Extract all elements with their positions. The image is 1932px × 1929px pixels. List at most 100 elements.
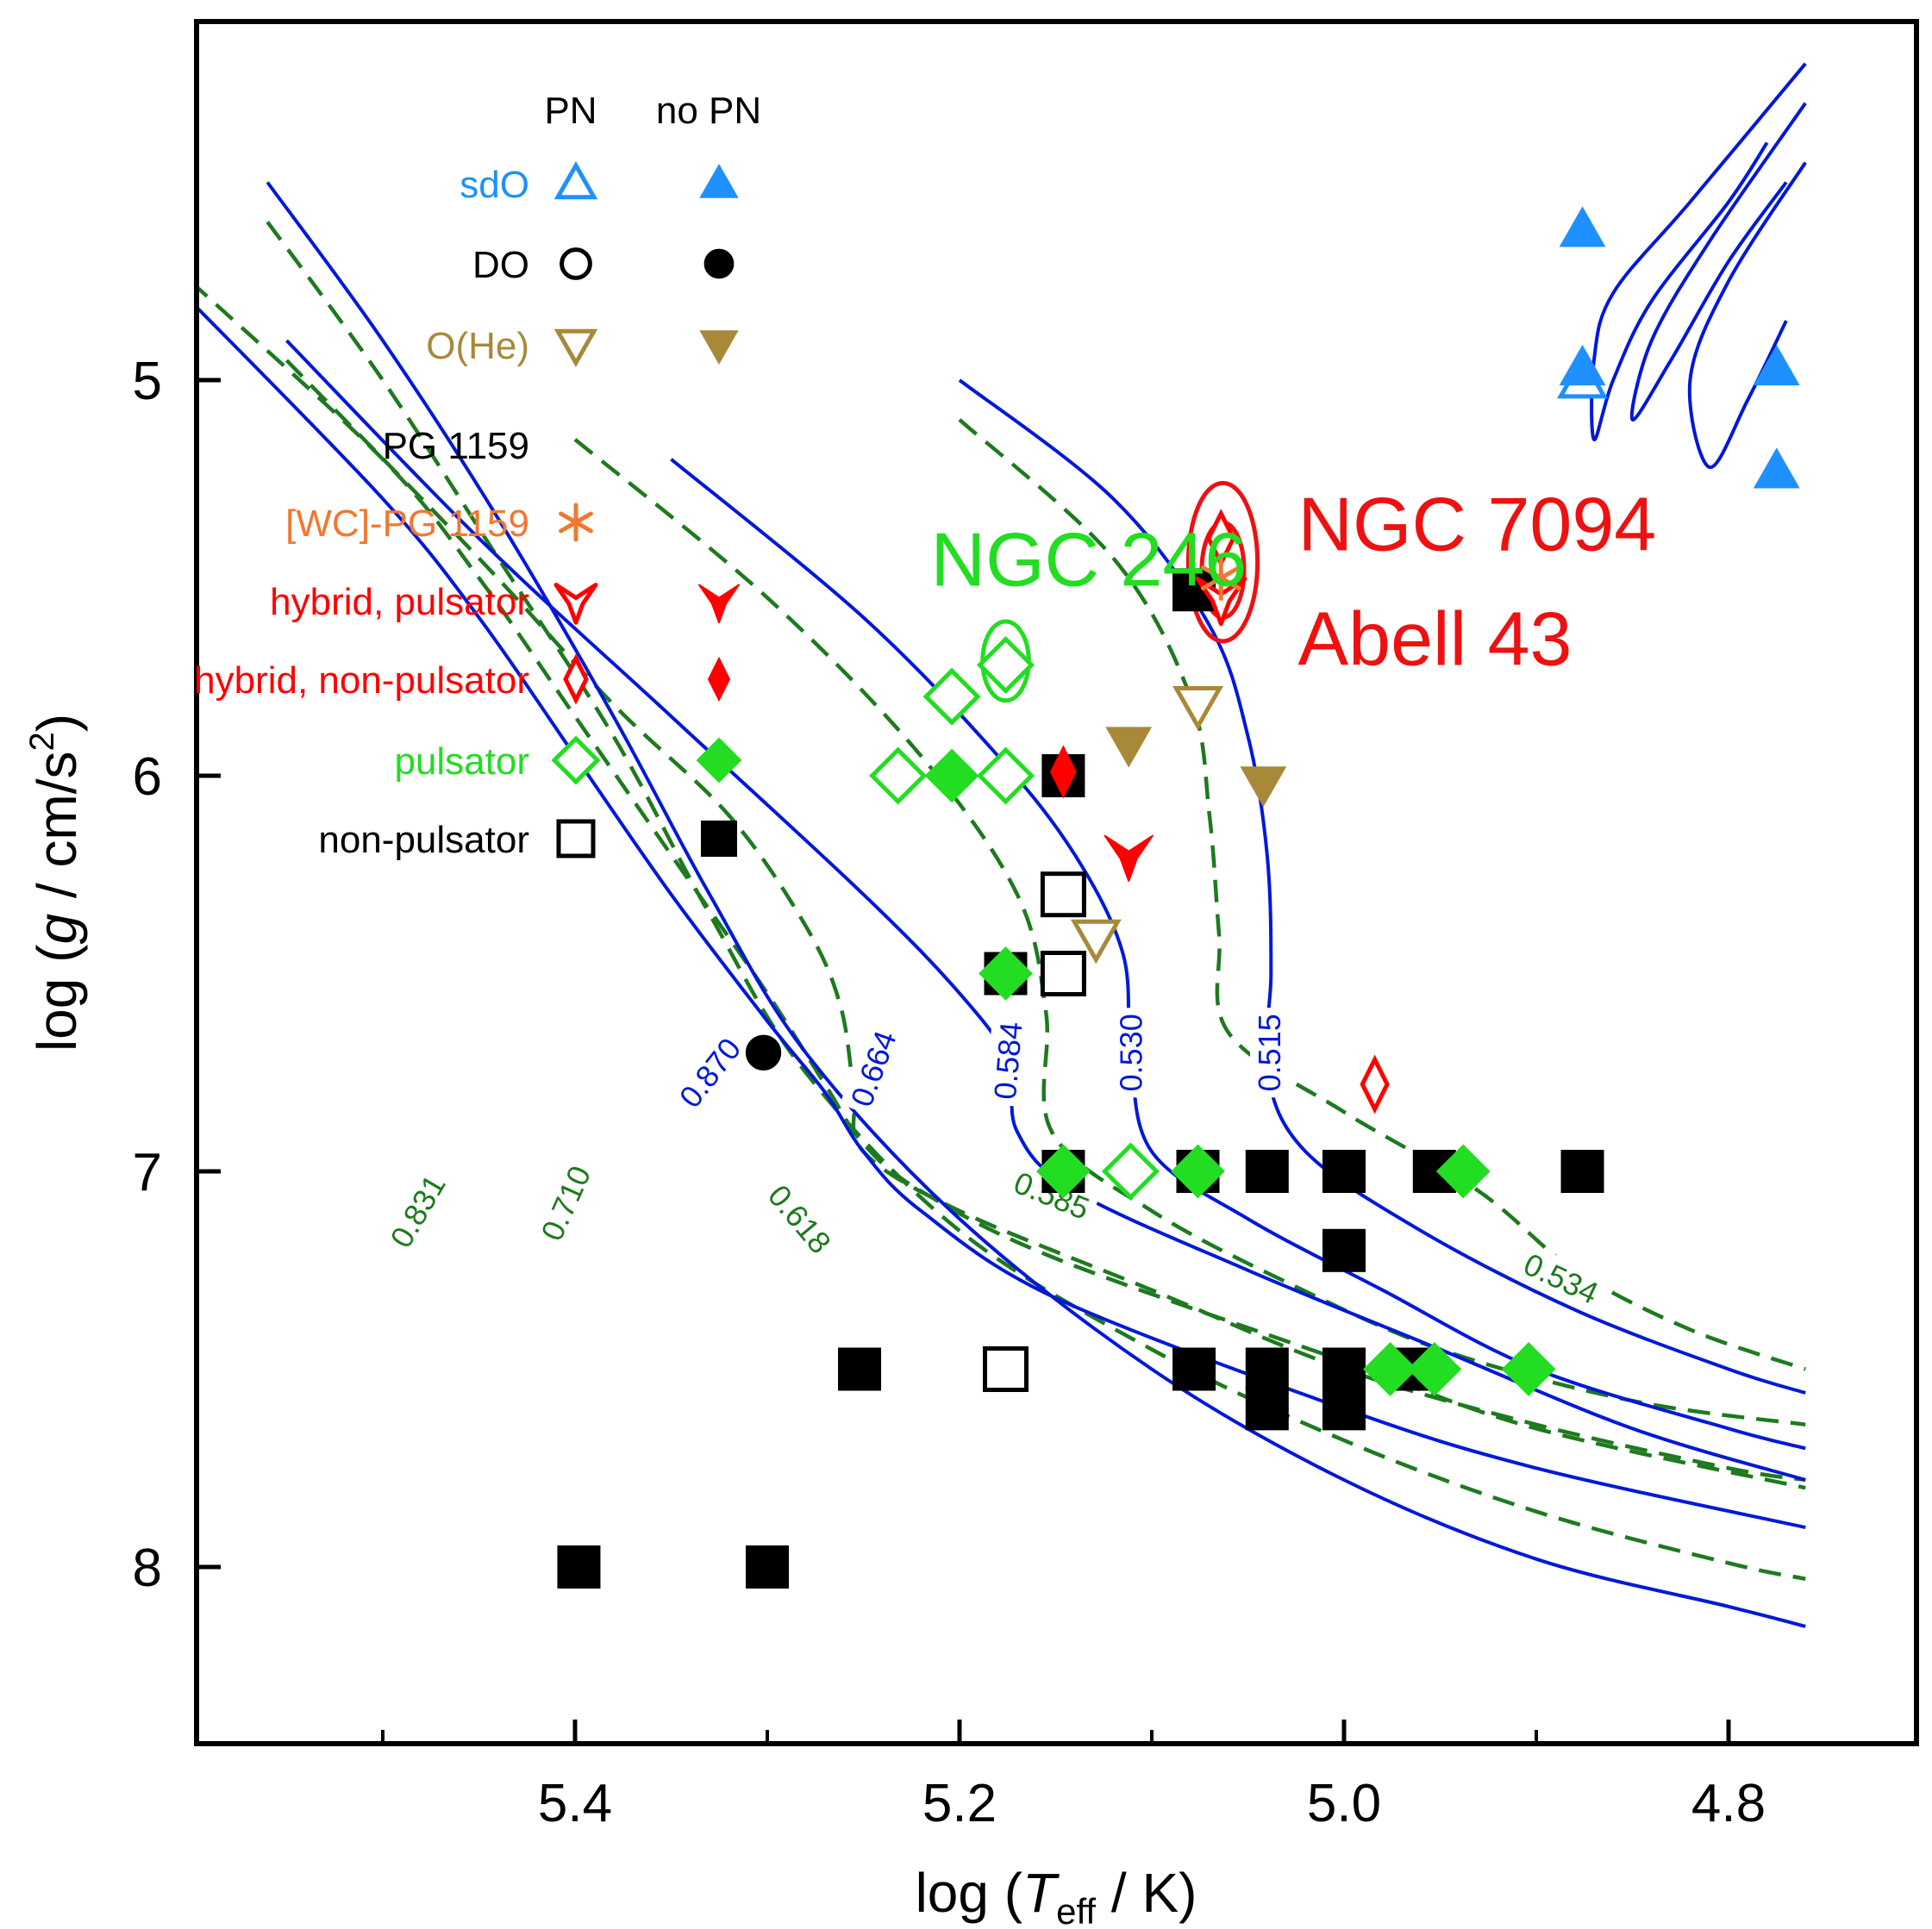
track-label-0.584: 0.584 [985, 1014, 1031, 1108]
legend-marker-pn-4 [559, 503, 593, 542]
point-hybrid-non-pulsator-no-pn-0 [1049, 745, 1077, 799]
point-sdo-no-pn-3 [1753, 447, 1800, 489]
legend-header-no-pn: no PN [656, 90, 761, 132]
legend-marker-pn-0 [553, 160, 598, 200]
point-pg1159-pn-0 [1040, 871, 1086, 918]
point-pulsator-no-pn-1 [979, 946, 1033, 1001]
svg-text:0.534: 0.534 [1518, 1246, 1604, 1311]
x-tick-label-5.4: 5.4 [538, 1774, 612, 1833]
track-label-0.664: 0.664 [840, 1020, 907, 1118]
legend-marker-pn-5 [553, 583, 598, 625]
svg-text:0.710: 0.710 [534, 1160, 597, 1245]
legend-label-0: sdO [460, 164, 529, 206]
point-pulsator-no-pn-0 [924, 748, 979, 803]
point--wc-pg1159-pn-0 [1200, 555, 1241, 601]
point-do-no-pn-0 [745, 1034, 782, 1071]
legend-header-pn: PN [544, 90, 597, 132]
y-tick-label-7: 7 [133, 1143, 162, 1202]
legend-marker-pn-2 [553, 328, 598, 368]
x-tick-label-4.8: 4.8 [1691, 1774, 1766, 1833]
legend-marker-nopn-0 [699, 163, 739, 198]
point-pulsator-no-pn-7 [1501, 1342, 1556, 1396]
legend-label-7: pulsator [394, 740, 529, 783]
point-pg1159-no-pn-14 [1245, 1150, 1289, 1193]
point-pulsator-pn-3 [976, 746, 1035, 805]
point-pulsator-pn-2 [869, 746, 928, 805]
point-pg1159-no-pn-17 [1560, 1150, 1604, 1193]
x-axis-label: log (Teff / K) [916, 1862, 1197, 1929]
point-pg1159-no-pn-15 [1322, 1150, 1366, 1193]
solid-track-loop1 [1590, 62, 1807, 441]
legend-label-5: hybrid, pulsator [270, 581, 529, 623]
ellipse-ngc-7094 [1185, 480, 1260, 644]
track-label-0.831: 0.831 [378, 1162, 457, 1259]
point-pg1159-no-pn-5 [838, 1347, 882, 1391]
plot-frame [194, 19, 1919, 1746]
point-hybrid-non-pulsator-pn-1 [1360, 1054, 1390, 1114]
svg-text:0.530: 0.530 [1113, 1014, 1148, 1091]
legend-marker-pn-1 [560, 247, 592, 280]
track-label-0.870: 0.870 [666, 1025, 753, 1120]
point-o-he-no-pn-1 [1240, 766, 1287, 808]
point-pg1159-no-pn-3 [557, 1545, 601, 1589]
point-pg1159-no-pn-7 [1245, 1347, 1289, 1391]
legend-marker-nopn-6 [707, 656, 731, 702]
legend-label-4: [WC]-PG 1159 [285, 503, 529, 545]
point-pg1159-no-pn-4 [746, 1545, 789, 1589]
legend-marker-nopn-7 [696, 737, 742, 783]
point-pulsator-pn-0 [976, 635, 1035, 695]
svg-text:0.831: 0.831 [383, 1169, 453, 1254]
point-o-he-no-pn-0 [1105, 727, 1153, 768]
point-sdo-no-pn-0 [1559, 206, 1606, 247]
svg-text:0.664: 0.664 [843, 1026, 903, 1111]
point-o-he-pn-0 [1172, 685, 1224, 731]
dashed-track-0.831 [266, 221, 1806, 1582]
point-sdo-no-pn-2 [1753, 345, 1800, 386]
dashed-track-0.618 [284, 359, 1806, 1483]
point-pg1159-no-pn-18 [1322, 1228, 1366, 1272]
legend-label-8: non-pulsator [318, 819, 529, 861]
x-tick-label-5.2: 5.2 [922, 1774, 997, 1833]
point-pulsator-no-pn-4 [1435, 1144, 1491, 1199]
x-tick-label-5.0: 5.0 [1307, 1774, 1381, 1833]
legend-marker-pn-8 [556, 819, 596, 858]
track-label-0.618: 0.618 [756, 1172, 844, 1266]
point-pg1159-pn-2 [983, 1346, 1029, 1392]
point-hybrid-pulsator-no-pn-0 [1104, 834, 1154, 883]
point-pulsator-pn-4 [1101, 1142, 1160, 1201]
annotation-ngc-7094: NGC 7094 [1297, 481, 1656, 566]
object-annotations: NGC 246 NGC 7094 Abell 43 [931, 481, 1657, 681]
legend-marker-nopn-8 [701, 821, 737, 857]
point-pg1159-pn-1 [1040, 951, 1086, 996]
legend-label-6: hybrid, non-pulsator [194, 659, 529, 702]
solid-track-loop3 [1687, 161, 1807, 470]
y-tick-label-8: 8 [133, 1539, 162, 1598]
annotation-abell-43: Abell 43 [1297, 596, 1572, 681]
svg-text:0.584: 0.584 [987, 1021, 1029, 1101]
legend-marker-nopn-2 [699, 330, 739, 365]
point-pulsator-no-pn-5 [1363, 1342, 1417, 1396]
legend-marker-nopn-5 [698, 584, 740, 624]
track-label-0.515: 0.515 [1250, 1008, 1289, 1098]
solid-track-0.664 [197, 304, 1806, 1530]
point-pulsator-no-pn-6 [1407, 1342, 1462, 1396]
annotation-ngc-246: NGC 246 [931, 517, 1247, 602]
axis-ticks: 5.4 5.2 5.0 4.8 5 6 7 8 [133, 352, 1766, 1833]
data-points [557, 206, 1800, 1589]
point-pg1159-no-pn-9 [1245, 1387, 1289, 1431]
legend-label-3: PG 1159 [383, 425, 529, 467]
point-pg1159-no-pn-6 [1172, 1347, 1216, 1391]
point-pg1159-no-pn-10 [1322, 1387, 1366, 1431]
solid-track-loop2 [1629, 102, 1807, 421]
legend: PN no PN sdO DO O(He) PG 1159 [WC]-PG 1159 hybr… [194, 90, 761, 861]
legend-marker-nopn-1 [703, 248, 735, 279]
solid-track-0.870 [266, 181, 1806, 1628]
point-o-he-pn-1 [1070, 919, 1122, 964]
legend-marker-pn-7 [551, 735, 601, 785]
legend-label-2: O(He) [426, 325, 529, 367]
y-tick-label-6: 6 [133, 747, 162, 807]
point-pulsator-no-pn-3 [1171, 1144, 1225, 1199]
y-tick-label-5: 5 [133, 352, 162, 411]
legend-label-1: DO [472, 244, 529, 286]
